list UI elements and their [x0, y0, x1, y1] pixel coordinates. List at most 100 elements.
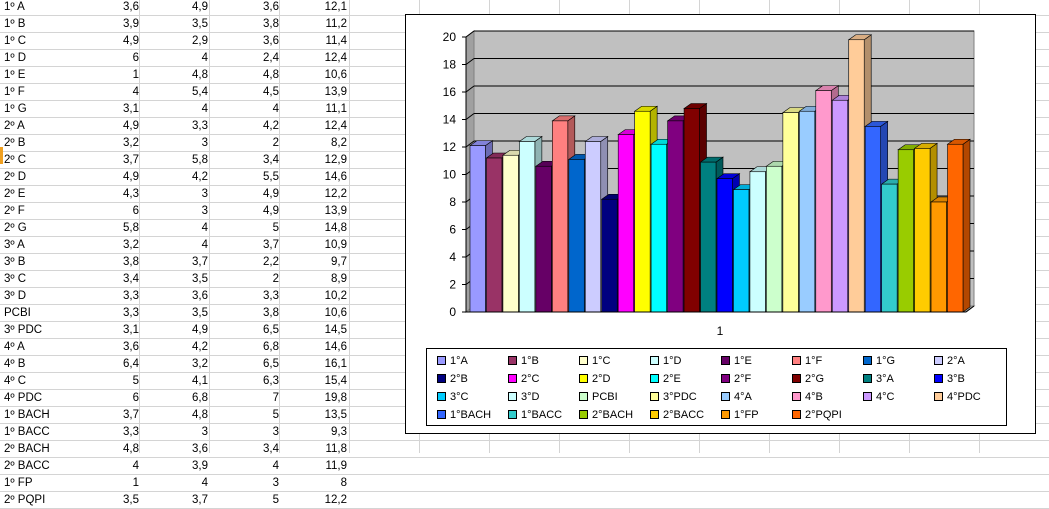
value-cell[interactable]: 5,8 — [192, 154, 208, 166]
value-cell[interactable]: 4,8 — [192, 409, 208, 421]
value-cell[interactable]: 6 — [132, 52, 139, 64]
value-cell[interactable]: 3 — [272, 477, 279, 489]
legend-item[interactable]: 4°PDC — [934, 389, 981, 405]
value-cell[interactable]: 4 — [132, 460, 139, 472]
value-cell[interactable]: 2,2 — [263, 256, 279, 268]
value-cell[interactable]: 4,9 — [123, 171, 139, 183]
row-label-cell[interactable]: 2º B — [4, 137, 26, 149]
value-cell[interactable]: 3,1 — [123, 324, 139, 336]
row-label-cell[interactable]: 2º BACH — [4, 443, 50, 455]
legend-item[interactable]: 1°BACH — [437, 407, 491, 423]
legend-item[interactable]: 2°F — [721, 371, 751, 387]
legend-item[interactable]: 3°C — [437, 389, 468, 405]
legend-item[interactable]: 1°F — [792, 353, 822, 369]
value-cell[interactable]: 11,9 — [325, 460, 347, 472]
value-cell[interactable]: 2,4 — [263, 52, 279, 64]
value-cell[interactable]: 4,8 — [123, 443, 139, 455]
row-label-cell[interactable]: 2º PQPI — [4, 494, 46, 506]
legend-item[interactable]: 4°B — [792, 389, 823, 405]
value-cell[interactable]: 12,4 — [324, 52, 347, 64]
legend-item[interactable]: 2°G — [792, 371, 824, 387]
value-cell[interactable]: 13,9 — [324, 205, 347, 217]
value-cell[interactable]: 12,2 — [324, 188, 347, 200]
legend-item[interactable]: 3°B — [934, 371, 965, 387]
value-cell[interactable]: 6,8 — [263, 341, 279, 353]
value-cell[interactable]: 9,7 — [331, 256, 347, 268]
value-cell[interactable]: 4,2 — [192, 341, 208, 353]
legend-item[interactable]: 1°FP — [721, 407, 759, 423]
value-cell[interactable]: 6,8 — [192, 392, 208, 404]
value-cell[interactable]: 3,3 — [192, 120, 208, 132]
value-cell[interactable]: 2,9 — [192, 35, 208, 47]
value-cell[interactable]: 4 — [201, 477, 208, 489]
value-cell[interactable]: 3,3 — [123, 290, 139, 302]
value-cell[interactable]: 4,2 — [192, 171, 208, 183]
value-cell[interactable]: 3,5 — [192, 273, 208, 285]
value-cell[interactable]: 13,5 — [324, 409, 347, 421]
value-cell[interactable]: 16,1 — [324, 358, 347, 370]
value-cell[interactable]: 8,9 — [331, 273, 347, 285]
row-label-cell[interactable]: 1º BACH — [4, 409, 50, 421]
value-cell[interactable]: 4 — [201, 239, 208, 251]
row-label-cell[interactable]: PCBI — [4, 307, 31, 319]
value-cell[interactable]: 3,3 — [123, 426, 139, 438]
value-cell[interactable]: 4 — [201, 103, 208, 115]
legend-item[interactable]: 1°BACC — [508, 407, 562, 423]
row-label-cell[interactable]: 4º PDC — [4, 392, 43, 404]
legend-item[interactable]: 3°D — [508, 389, 539, 405]
value-cell[interactable]: 5,8 — [123, 222, 139, 234]
value-cell[interactable]: 4,9 — [192, 324, 208, 336]
row-label-cell[interactable]: 1º D — [4, 52, 27, 64]
value-cell[interactable]: 3,3 — [263, 290, 279, 302]
legend-item[interactable]: 1°A — [437, 353, 468, 369]
legend-item[interactable]: 4°A — [721, 389, 752, 405]
value-cell[interactable]: 5 — [132, 375, 139, 387]
legend-item[interactable]: 1°G — [863, 353, 895, 369]
embedded-chart[interactable]: 0 2 4 6 8 10 12 14 16 18 20 1 1°A 1°B 1°C 1°D 1°E 1°F 1°G… — [405, 14, 1036, 434]
value-cell[interactable]: 3,1 — [123, 103, 139, 115]
value-cell[interactable]: 3,6 — [263, 35, 279, 47]
row-label-cell[interactable]: 2º BACC — [4, 460, 50, 472]
row-label-cell[interactable]: 1º E — [4, 69, 26, 81]
value-cell[interactable]: 10,9 — [324, 239, 347, 251]
value-cell[interactable]: 3,4 — [263, 154, 279, 166]
legend-item[interactable]: 2°B — [437, 371, 468, 387]
value-cell[interactable]: 8 — [340, 477, 347, 489]
legend-item[interactable]: 2°C — [508, 371, 539, 387]
legend-item[interactable]: 1°C — [579, 353, 610, 369]
value-cell[interactable]: 3,5 — [192, 307, 208, 319]
value-cell[interactable]: 3,7 — [192, 256, 208, 268]
value-cell[interactable]: 2 — [272, 273, 279, 285]
row-label-cell[interactable]: 4º B — [4, 358, 26, 370]
legend-item[interactable]: 2°PQPI — [792, 407, 842, 423]
value-cell[interactable]: 4,9 — [263, 188, 279, 200]
value-cell[interactable]: 12,4 — [324, 120, 347, 132]
value-cell[interactable]: 7 — [272, 392, 279, 404]
value-cell[interactable]: 6 — [132, 205, 139, 217]
value-cell[interactable]: 12,2 — [324, 494, 347, 506]
value-cell[interactable]: 4,9 — [192, 1, 208, 13]
legend-item[interactable]: 2°E — [650, 371, 681, 387]
value-cell[interactable]: 4,9 — [123, 120, 139, 132]
value-cell[interactable]: 3,7 — [123, 409, 139, 421]
value-cell[interactable]: 13,9 — [324, 86, 347, 98]
row-label-cell[interactable]: 2º F — [4, 205, 25, 217]
value-cell[interactable]: 3,2 — [123, 239, 139, 251]
value-cell[interactable]: 10,6 — [324, 69, 347, 81]
value-cell[interactable]: 4 — [132, 86, 139, 98]
bar-2°PQPI[interactable] — [946, 138, 971, 313]
value-cell[interactable]: 3 — [201, 137, 208, 149]
value-cell[interactable]: 3,8 — [263, 307, 279, 319]
legend-item[interactable]: 1°E — [721, 353, 752, 369]
value-cell[interactable]: 4 — [201, 222, 208, 234]
row-label-cell[interactable]: 1º A — [4, 1, 25, 13]
legend-item[interactable]: 1°B — [508, 353, 539, 369]
chart-legend[interactable]: 1°A 1°B 1°C 1°D 1°E 1°F 1°G 2°A 2°B 2°C 2°D 2°E 2°F 2… — [426, 348, 1007, 426]
value-cell[interactable]: 3,6 — [192, 443, 208, 455]
value-cell[interactable]: 3,8 — [123, 256, 139, 268]
row-label-cell[interactable]: 3º A — [4, 239, 25, 251]
row-label-cell[interactable]: 3º D — [4, 290, 27, 302]
value-cell[interactable]: 12,9 — [324, 154, 347, 166]
value-cell[interactable]: 4 — [201, 52, 208, 64]
value-cell[interactable]: 2 — [272, 137, 279, 149]
